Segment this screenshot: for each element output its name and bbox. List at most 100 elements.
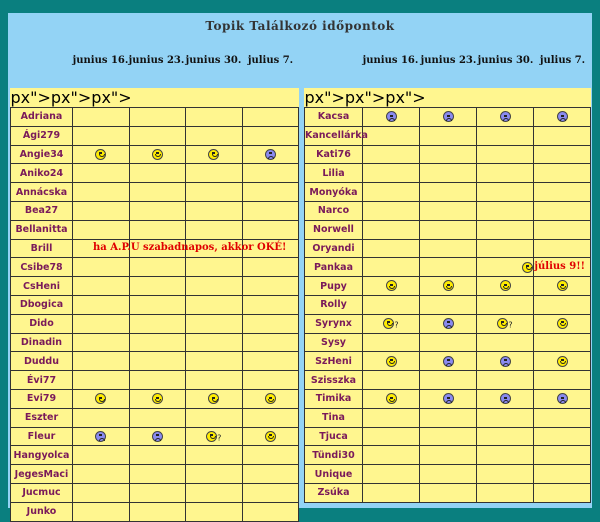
availability-cell <box>185 238 243 259</box>
availability-cell <box>185 501 243 522</box>
table-row: Brill ha A.P.U szabadnapos, akkor OKÉ! <box>10 238 299 259</box>
availability-cell <box>533 407 591 428</box>
availability-cell <box>128 426 186 447</box>
member-name: Annácska <box>10 182 73 202</box>
availability-cell <box>362 125 420 146</box>
availability-cell <box>128 407 186 428</box>
availability-cell <box>241 219 299 240</box>
availability-cell <box>185 388 243 409</box>
member-name: Kati76 <box>304 144 363 165</box>
availability-cell <box>419 426 477 447</box>
member-name: Brill <box>10 238 73 259</box>
availability-cell <box>241 501 299 522</box>
availability-cell <box>185 276 243 296</box>
availability-cell <box>362 182 420 202</box>
member-name: Ági279 <box>10 125 73 146</box>
availability-cell <box>419 313 477 334</box>
availability-cell <box>533 257 591 278</box>
date-header: junius 30. <box>477 55 534 66</box>
happy-face-icon <box>206 430 218 442</box>
member-name: Pankaa <box>304 257 363 278</box>
availability-cell <box>128 388 186 409</box>
availability-cell <box>533 238 591 259</box>
sad-face-icon <box>556 111 568 123</box>
table-row: Narco <box>304 200 591 221</box>
member-name: Hangyolca <box>10 445 73 466</box>
availability-cell <box>419 332 477 353</box>
availability-cell <box>533 313 591 334</box>
availability-cell <box>419 407 477 428</box>
availability-cell <box>241 200 299 221</box>
availability-cell <box>241 332 299 353</box>
availability-cell <box>241 370 299 390</box>
member-name: Csibe78 <box>10 257 73 278</box>
member-name: Norwell <box>304 219 363 240</box>
member-name: Évi77 <box>10 370 73 390</box>
sad-face-icon <box>442 317 454 329</box>
happy-face-icon <box>383 317 395 329</box>
table-row: Tina <box>304 407 591 428</box>
date-header: julius 7. <box>247 55 294 66</box>
member-name: Oryandi <box>304 238 363 259</box>
availability-cell <box>128 163 186 184</box>
member-name: Angie34 <box>10 144 73 165</box>
availability-cell <box>419 351 477 372</box>
availability-cell <box>533 182 591 202</box>
member-name: Jucmuc <box>10 482 73 503</box>
availability-cell <box>185 182 243 202</box>
table-row: Syrynx?? <box>304 313 591 334</box>
availability-cell <box>128 464 186 484</box>
availability-cell <box>419 257 477 278</box>
availability-cell <box>476 200 534 221</box>
availability-cell <box>476 182 534 202</box>
member-name: Kancellárka <box>304 125 368 146</box>
member-name: Narco <box>304 200 363 221</box>
table-row: Pankaa július 9!! <box>304 257 591 278</box>
availability-cell <box>241 407 299 428</box>
availability-cell <box>185 464 243 484</box>
table-row: Ági279 <box>10 125 299 146</box>
availability-cell <box>241 144 299 165</box>
availability-cell <box>419 370 477 390</box>
availability-cell <box>476 388 534 409</box>
availability-cell <box>362 144 420 165</box>
availability-cell <box>419 238 477 259</box>
availability-cell <box>241 125 299 146</box>
availability-cell <box>476 332 534 353</box>
availability-cell <box>362 426 420 447</box>
member-name: Lilia <box>304 163 363 184</box>
member-name: Aniko24 <box>10 163 73 184</box>
availability-cell <box>533 351 591 372</box>
availability-cell <box>72 332 130 353</box>
table-row: Zsúka <box>304 482 591 503</box>
availability-cell <box>476 445 534 466</box>
happy-face-icon <box>497 317 509 329</box>
sad-face-icon <box>442 355 454 367</box>
member-name: Bea27 <box>10 200 73 221</box>
availability-cell <box>419 482 477 503</box>
member-name: Dbogica <box>10 294 73 315</box>
availability-cell <box>185 445 243 466</box>
table-row: Évi77 <box>10 370 299 390</box>
member-name: Tina <box>304 407 363 428</box>
table-row: JegesMaci <box>10 464 299 484</box>
availability-cell <box>362 276 420 296</box>
availability-cell <box>128 313 186 334</box>
table-row: Norwell <box>304 219 591 240</box>
member-name: Szisszka <box>304 370 363 390</box>
table-row: Lilia <box>304 163 591 184</box>
table-row: Annácska <box>10 182 299 202</box>
availability-cell <box>185 200 243 221</box>
table-row: Bea27 <box>10 200 299 221</box>
table-row: Tjuca <box>304 426 591 447</box>
member-name: Fleur <box>10 426 73 447</box>
happy-face-icon <box>95 148 107 160</box>
availability-cell <box>362 294 420 315</box>
member-name: Unique <box>304 464 363 484</box>
table-row: Junko <box>10 501 299 522</box>
table-row: Angie34 <box>10 144 299 165</box>
availability-cell <box>72 107 130 127</box>
availability-cell <box>533 219 591 240</box>
availability-cell <box>533 200 591 221</box>
table-row: Szisszka <box>304 370 591 390</box>
